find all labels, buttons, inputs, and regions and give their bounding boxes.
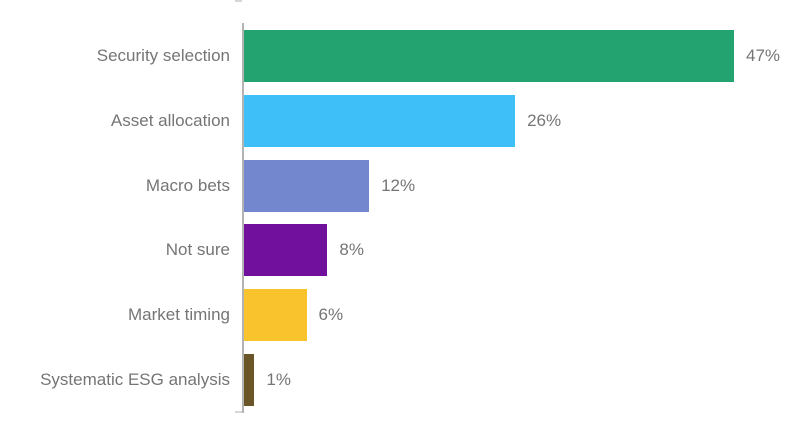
y-axis-tick [235, 411, 242, 413]
y-axis-line [242, 23, 244, 413]
value-label: 8% [339, 239, 364, 259]
bar-area: 12% [244, 153, 415, 218]
bar-security-selection [244, 29, 734, 82]
value-label: 26% [527, 110, 562, 130]
chart-row: Market timing 6% [0, 282, 793, 347]
chart-row: Systematic ESG analysis 1% [0, 347, 793, 412]
category-label: Systematic ESG analysis [40, 369, 230, 389]
bar-area: 6% [244, 282, 343, 347]
category-label: Asset allocation [110, 110, 230, 130]
value-label: 47% [746, 45, 781, 65]
bar-area: 1% [244, 347, 291, 412]
chart-row: Security selection 47% [0, 23, 793, 88]
bar-area: 47% [244, 23, 780, 88]
chart-row: Macro bets 12% [0, 153, 793, 218]
chart-row: Not sure 8% [0, 217, 793, 282]
chart-row: Asset allocation 26% [0, 88, 793, 153]
value-label: 1% [266, 369, 291, 389]
bar-area: 26% [244, 88, 561, 153]
category-label: Not sure [165, 239, 230, 259]
bar-area: 8% [244, 217, 364, 282]
value-label: 12% [381, 175, 416, 195]
y-axis-tick [235, 0, 242, 2]
bar-asset-allocation [244, 94, 516, 147]
category-label: Security selection [96, 45, 230, 65]
value-label: 6% [318, 304, 344, 324]
category-label: Macro bets [145, 175, 230, 195]
bar-not-sure [244, 223, 328, 276]
bar-market-timing [244, 288, 307, 341]
bar-systematic-esg-analysis [244, 353, 255, 406]
category-label: Market timing [127, 304, 230, 324]
bar-macro-bets [244, 159, 370, 212]
